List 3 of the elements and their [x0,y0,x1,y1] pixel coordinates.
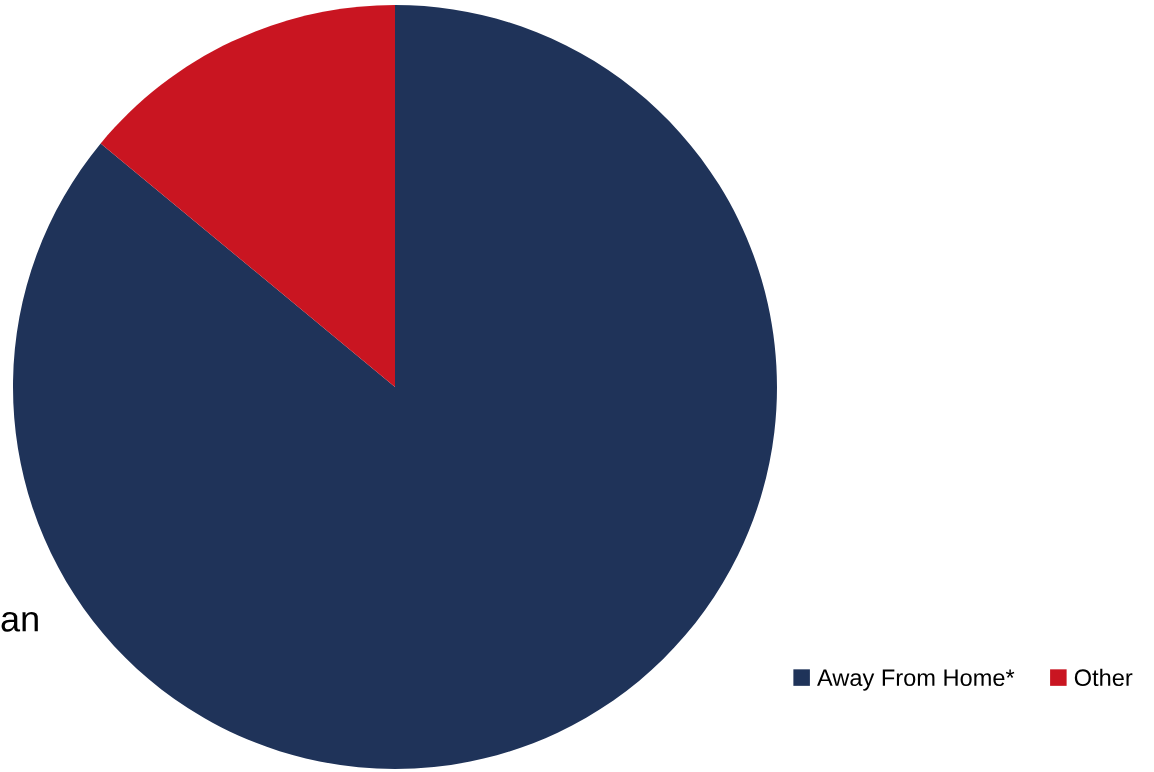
legend-label: Away From Home* [817,669,1015,691]
text: an [1,611,38,632]
legend-label: Other [1074,668,1133,687]
